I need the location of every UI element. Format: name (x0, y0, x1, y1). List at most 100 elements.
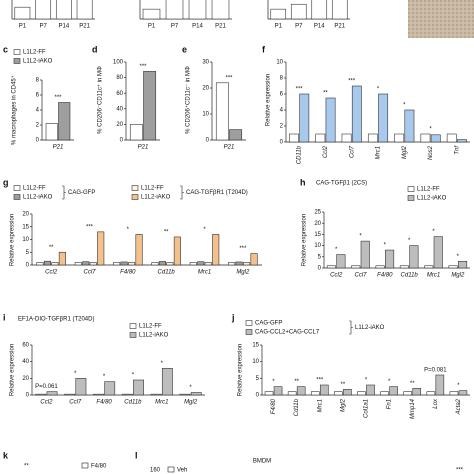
panel-letter: g (3, 177, 9, 187)
legend-bracket (180, 185, 184, 200)
bar (211, 0, 230, 20)
bar (341, 133, 352, 143)
y-tick-label: 40 (116, 106, 123, 112)
bar (289, 133, 299, 143)
legend-swatch (245, 329, 253, 335)
bar (430, 134, 441, 143)
legend-label: L1L2-iAKO (139, 333, 169, 339)
legend-bracket (62, 185, 66, 200)
bar (412, 388, 422, 396)
bar (14, 6, 31, 20)
significance: P=0.081 (424, 368, 447, 374)
x-tick-label: P21 (138, 145, 149, 151)
bar (290, 3, 307, 20)
bar (64, 393, 76, 396)
panel-letter: h (300, 177, 306, 187)
x-tick-label: Ccl7 (349, 145, 355, 158)
panel-letter: e (182, 44, 187, 54)
panel-letter: j (231, 312, 235, 322)
legend-label: L1L2-iAKO (23, 59, 53, 65)
bar (104, 381, 116, 396)
legend-label: Veh (177, 468, 187, 474)
y-tick-label: 20 (116, 122, 123, 128)
bar (243, 262, 251, 266)
bar (433, 236, 443, 269)
x-tick-label: F4/80 (120, 270, 136, 276)
x-tick-label: Tnf (454, 145, 460, 155)
bar (161, 368, 173, 396)
legend-label: L1L2-FF (23, 50, 46, 56)
bar (229, 129, 243, 141)
bar (389, 386, 398, 396)
bar (296, 386, 306, 396)
bar (151, 262, 159, 266)
bar (326, 265, 336, 269)
bar (135, 234, 143, 266)
micrograph (408, 0, 474, 38)
significance: ** (323, 91, 328, 97)
bar (315, 133, 326, 143)
y-axis-label: % CD206⁻CD11c⁺ in MΦ (97, 66, 104, 134)
x-tick-label: P1 (19, 24, 27, 30)
bar (93, 393, 104, 396)
x-tick-label: Ccl7 (69, 400, 82, 406)
significance: P=0.061 (35, 384, 58, 390)
legend-label: L1L2-FF (139, 324, 162, 330)
x-tick-label: F4/80 (377, 273, 393, 279)
bar (120, 261, 128, 266)
x-tick-label: Col1a1 (364, 399, 370, 418)
legend-swatch (245, 320, 253, 326)
x-tick-label: P14 (192, 24, 203, 30)
bar (82, 261, 90, 266)
x-tick-label: P1 (148, 24, 156, 30)
y-tick-label: 10 (22, 237, 29, 243)
bar (173, 236, 181, 266)
bar (235, 261, 243, 266)
legend-swatch (81, 462, 89, 469)
y-tick-label: 0 (120, 138, 124, 144)
significance: *** (225, 75, 233, 81)
y-tick-label: 6 (280, 92, 284, 98)
y-tick-label: 0 (256, 393, 260, 399)
legend-group-label: CAG-TGFβR1 (T204D) (186, 190, 248, 196)
y-tick-label: 15 (314, 232, 321, 238)
significance: * (429, 127, 432, 133)
legend-label: L1L2-iAKO (23, 195, 53, 201)
x-tick-label: P7 (39, 24, 47, 30)
significance: ** (341, 382, 346, 388)
bar (189, 262, 197, 266)
bar (197, 261, 205, 266)
significance: *** (316, 378, 324, 384)
significance: *** (239, 246, 247, 252)
x-tick-label: P21 (224, 145, 235, 151)
bar (76, 0, 93, 20)
y-tick-label: 6 (36, 93, 40, 99)
bar (215, 82, 229, 141)
significance: * (189, 385, 192, 391)
bar (55, 0, 72, 20)
y-tick-label: 10 (314, 243, 321, 249)
x-tick-label: Mrc1 (427, 273, 440, 279)
x-tick-label: Fn1 (387, 399, 393, 409)
bar (351, 85, 362, 143)
annotation: ** (24, 464, 29, 470)
y-tick-label: 15 (22, 224, 29, 230)
significance: ** (164, 230, 169, 236)
legend-group-label: L1L2-iAKO (355, 325, 385, 331)
y-tick-label: 20 (22, 212, 29, 218)
legend-swatch (407, 186, 415, 192)
bar (357, 391, 366, 396)
bar (325, 97, 336, 143)
bar (448, 265, 458, 269)
y-tick-label: 0 (280, 140, 284, 146)
bar (380, 391, 389, 396)
bar (166, 262, 174, 266)
bar (343, 389, 352, 396)
bar (385, 249, 395, 269)
significance: * (103, 374, 106, 380)
significance: * (384, 243, 387, 249)
y-axis-label: Relative expression (302, 214, 308, 266)
significance: *** (54, 95, 62, 101)
y-axis-label: Relative expression (238, 344, 244, 396)
bar (133, 379, 144, 396)
